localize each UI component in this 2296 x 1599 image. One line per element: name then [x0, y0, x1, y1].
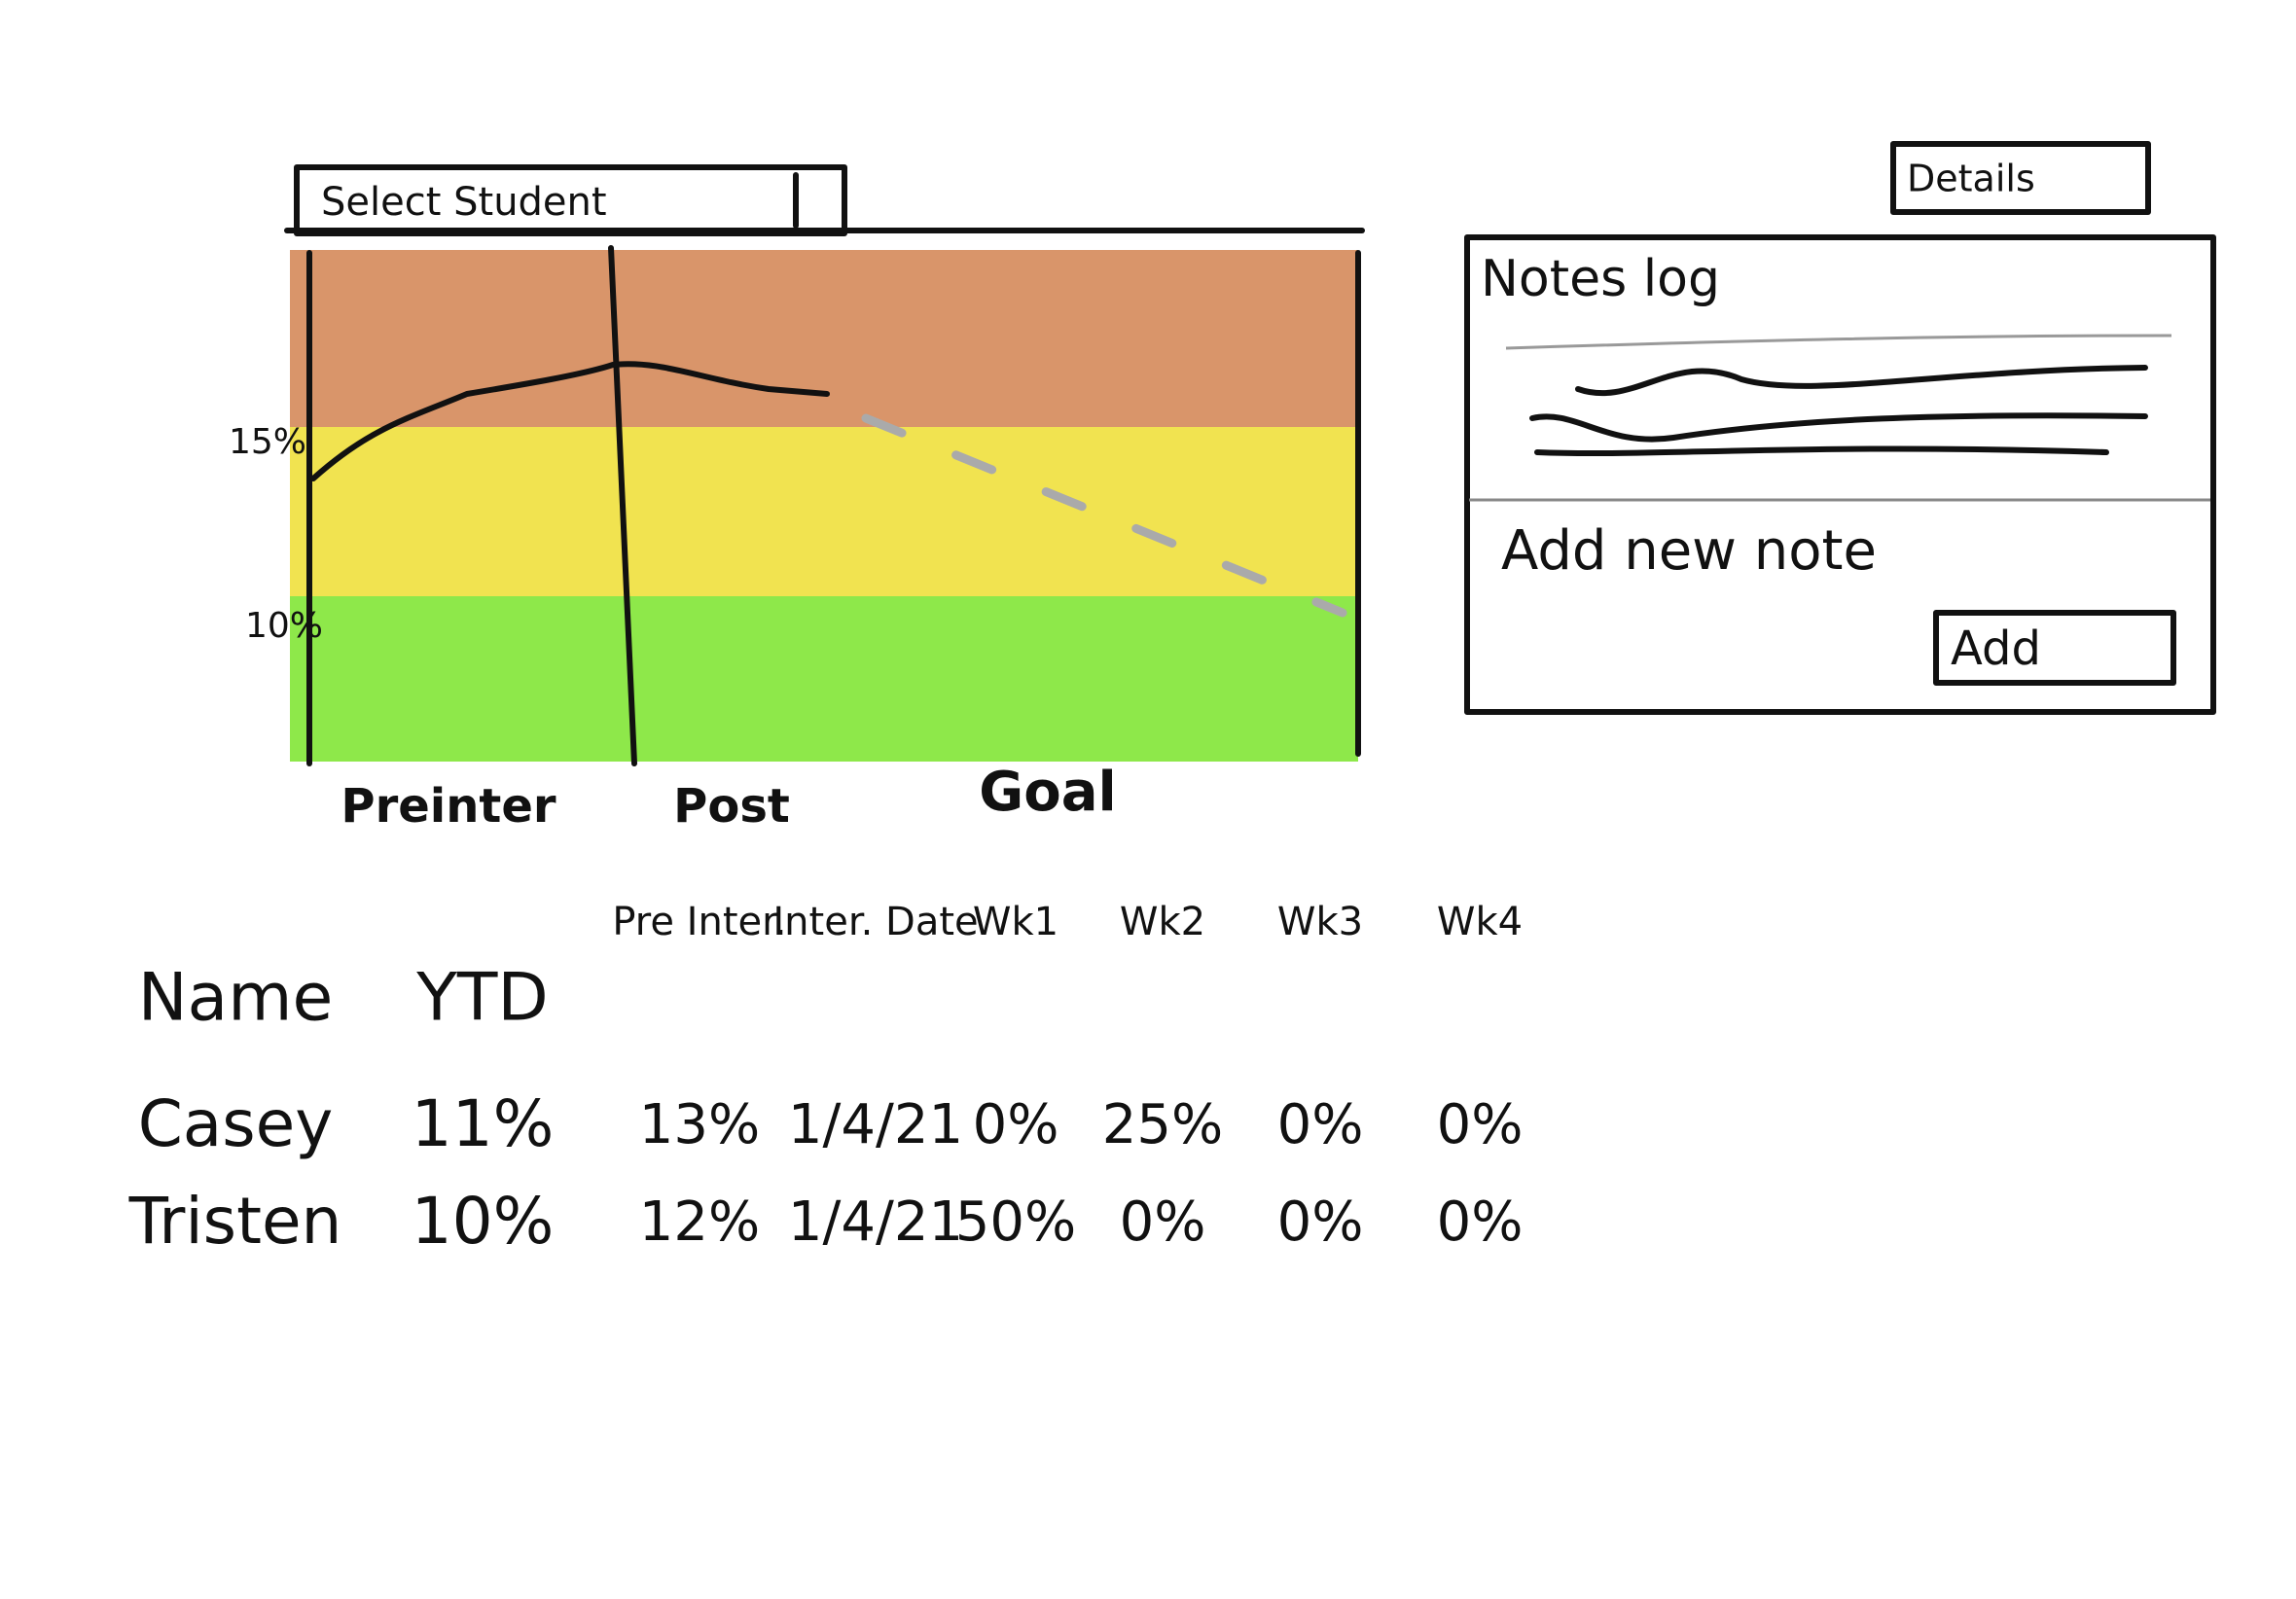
student-select[interactable]: Select Student	[294, 164, 847, 236]
band-low	[290, 596, 1358, 762]
progress-graph: 15% 10% Preinter Post Goal	[229, 228, 1365, 834]
progress-line	[310, 361, 830, 481]
note-line	[1505, 334, 2172, 350]
x-label: Post	[673, 779, 790, 834]
notes-panel: Notes log Add new note Add	[1464, 234, 2216, 715]
table-cell: 1/4/21	[788, 1190, 963, 1254]
table-cell: 0%	[1277, 1093, 1364, 1156]
row-name: Casey	[138, 1086, 334, 1161]
table-cell: 0%	[1277, 1190, 1364, 1254]
table-header: Wk4	[1437, 900, 1523, 944]
table-cell: 0%	[1437, 1190, 1524, 1254]
y-label: 10%	[245, 606, 323, 646]
select-label[interactable]: Select Student	[321, 180, 607, 225]
table-cell: 0%	[1120, 1190, 1206, 1254]
table-header: Wk2	[1120, 900, 1205, 944]
table-header: Pre Inter.	[612, 900, 786, 944]
x-label: Preinter	[341, 779, 556, 834]
goal-line	[861, 413, 1347, 618]
table-header: Wk3	[1277, 900, 1363, 944]
table-header: Wk1	[973, 900, 1058, 944]
x-label: Goal	[979, 761, 1116, 824]
table-cell: 13%	[639, 1093, 760, 1156]
add-button[interactable]	[1933, 610, 2176, 686]
table-header: Inter. Date	[772, 900, 978, 944]
y-label: 15%	[229, 422, 306, 462]
add-button-label[interactable]: Add	[1951, 622, 2041, 676]
table-cell: 11%	[412, 1086, 555, 1161]
details-button[interactable]	[1890, 141, 2151, 215]
table-cell: 25%	[1102, 1093, 1223, 1156]
band-high	[290, 250, 1358, 429]
table-cell: 12%	[639, 1190, 760, 1254]
band-mid	[290, 427, 1358, 598]
note-line	[1575, 365, 2148, 397]
details-label[interactable]: Details	[1907, 158, 2035, 200]
note-line	[1534, 445, 2109, 457]
table-cell: 10%	[412, 1184, 555, 1259]
table-cell: 0%	[1437, 1093, 1524, 1156]
notes-box	[1464, 234, 2216, 715]
table-cell: 50%	[955, 1190, 1076, 1254]
note-line	[1529, 412, 2148, 443]
notes-title: Notes log	[1481, 250, 1720, 308]
table-header: YTD	[415, 960, 548, 1037]
add-note-label[interactable]: Add new note	[1501, 519, 1877, 583]
table-cell: 1/4/21	[788, 1093, 963, 1156]
row-name: Tristen	[128, 1184, 342, 1259]
intervention-line	[608, 245, 637, 766]
table-header: Name	[138, 960, 334, 1037]
table-cell: 0%	[973, 1093, 1059, 1156]
